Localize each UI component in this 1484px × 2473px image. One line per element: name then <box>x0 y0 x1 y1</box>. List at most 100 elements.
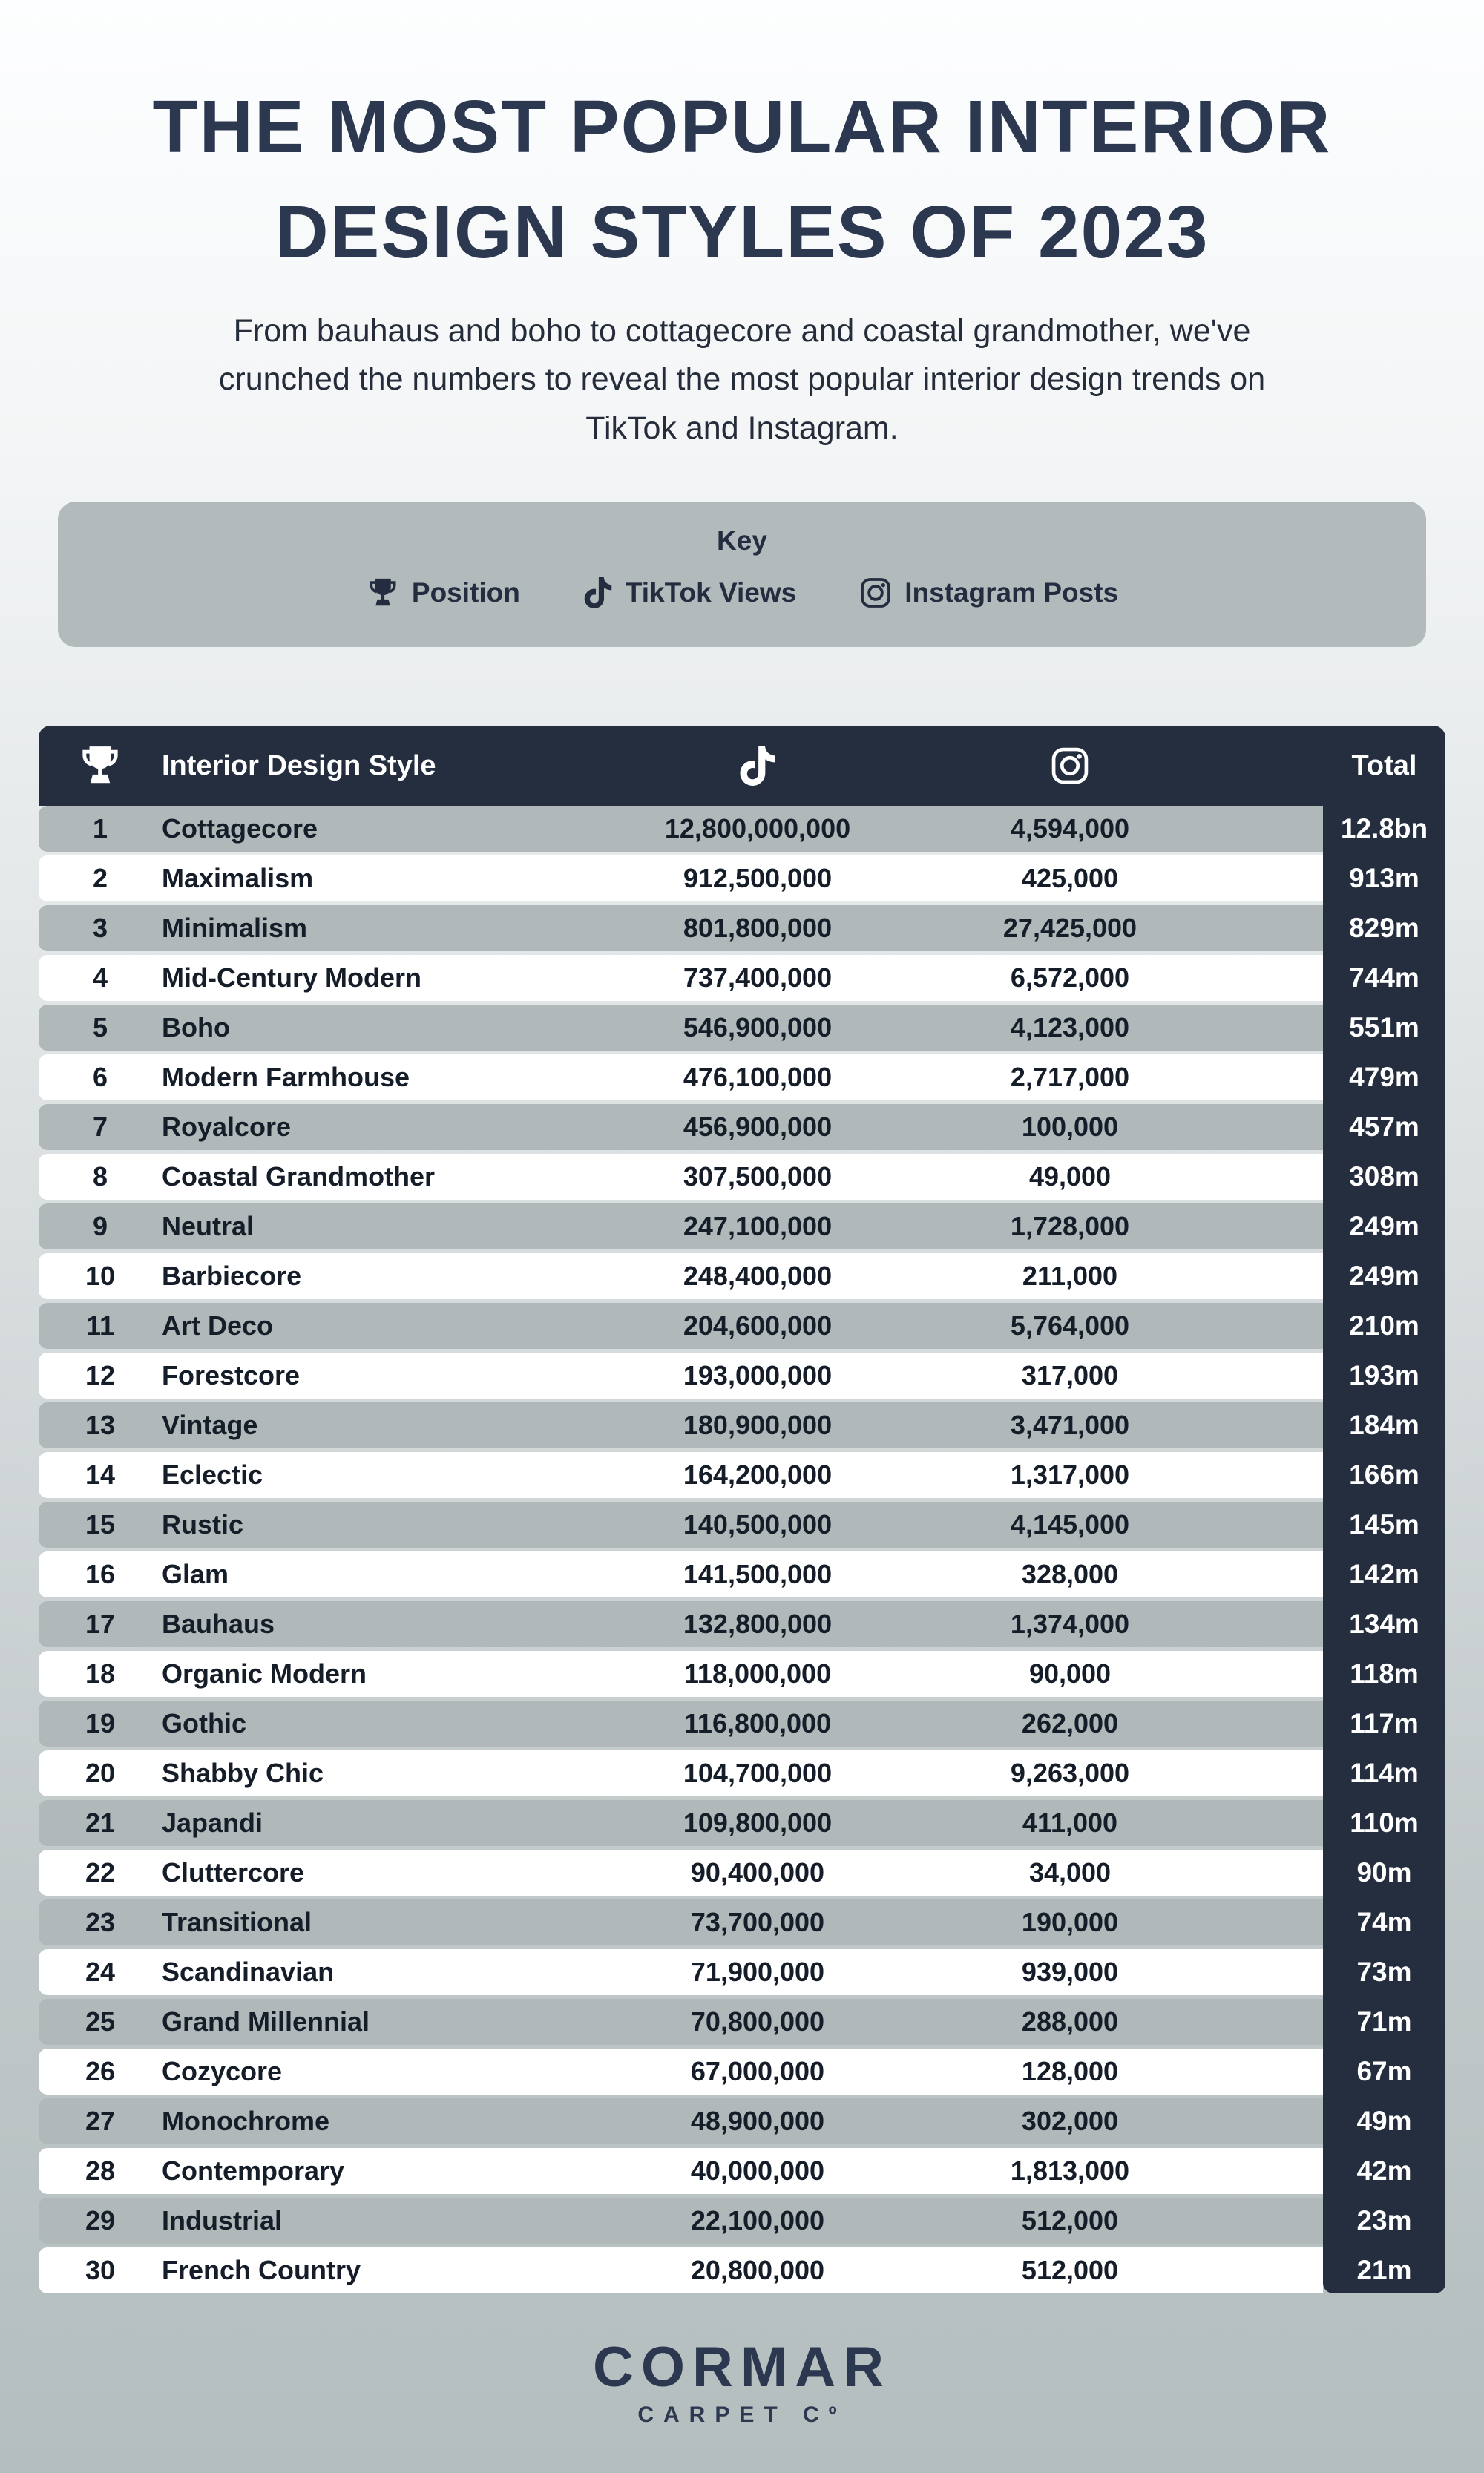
instagram-icon <box>921 745 1219 786</box>
table-row: 8 Coastal Grandmother 307,500,000 49,000 <box>39 1154 1323 1201</box>
row-rank: 18 <box>85 1658 116 1689</box>
row-style-name: Shabby Chic <box>162 1758 324 1789</box>
row-style-name: Cozycore <box>162 2056 283 2087</box>
column-header-style: Interior Design Style <box>162 749 436 781</box>
trophy-icon <box>366 576 400 610</box>
row-tiktok-views: 116,800,000 <box>683 1708 832 1739</box>
row-tiktok-views: 248,400,000 <box>683 1261 833 1292</box>
brand-logo-secondary: CARPET Cº <box>637 2403 847 2428</box>
row-tiktok-views: 12,800,000,000 <box>664 813 851 844</box>
row-instagram-posts: 6,572,000 <box>1010 962 1130 994</box>
row-tiktok-views: 204,600,000 <box>683 1310 833 1341</box>
row-rank: 26 <box>85 2056 116 2087</box>
title-line-1: THE MOST POPULAR INTERIOR <box>152 85 1332 168</box>
row-rank: 22 <box>85 1857 116 1888</box>
row-total: 551m <box>1349 1012 1419 1043</box>
row-rank: 13 <box>85 1410 116 1441</box>
row-total: 142m <box>1349 1559 1419 1590</box>
row-style-name: Organic Modern <box>162 1658 367 1689</box>
subtitle-line-2: crunched the numbers to reveal the most … <box>218 361 1266 398</box>
table-row: 13 Vintage 180,900,000 3,471,000 <box>39 1402 1323 1449</box>
table-row: 27 Monochrome 48,900,000 302,000 <box>39 2098 1323 2145</box>
row-rank: 2 <box>92 863 108 894</box>
row-rank: 23 <box>85 1907 116 1938</box>
row-style-name: Japandi <box>162 1807 263 1839</box>
row-style-name: Transitional <box>162 1907 312 1938</box>
row-style-name: Modern Farmhouse <box>162 1062 410 1093</box>
row-total: 21m <box>1356 2255 1412 2286</box>
key-heading: Key <box>717 525 767 556</box>
row-style-name: Scandinavian <box>162 1957 335 1988</box>
table-row: 12 Forestcore 193,000,000 317,000 <box>39 1353 1323 1399</box>
row-instagram-posts: 9,263,000 <box>1010 1758 1130 1789</box>
row-rank: 25 <box>85 2006 116 2037</box>
row-style-name: Industrial <box>162 2205 283 2236</box>
table-row: 18 Organic Modern 118,000,000 90,000 <box>39 1651 1323 1698</box>
table-row: 3 Minimalism 801,800,000 27,425,000 <box>39 905 1323 952</box>
key-item-label: Position <box>411 577 520 608</box>
row-rank: 6 <box>92 1062 108 1093</box>
key-item-position: Position <box>366 576 520 610</box>
row-tiktok-views: 40,000,000 <box>690 2155 825 2187</box>
row-instagram-posts: 3,471,000 <box>1010 1410 1130 1441</box>
row-instagram-posts: 128,000 <box>1021 2056 1119 2087</box>
row-tiktok-views: 737,400,000 <box>683 962 833 994</box>
row-total: 67m <box>1356 2056 1412 2087</box>
row-instagram-posts: 1,374,000 <box>1010 1609 1130 1640</box>
row-tiktok-views: 90,400,000 <box>690 1857 825 1888</box>
row-instagram-posts: 27,425,000 <box>1002 913 1137 944</box>
row-tiktok-views: 118,000,000 <box>683 1658 832 1689</box>
row-rank: 4 <box>92 962 108 994</box>
row-total: 145m <box>1349 1509 1419 1540</box>
row-instagram-posts: 328,000 <box>1021 1559 1119 1590</box>
row-instagram-posts: 5,764,000 <box>1010 1310 1130 1341</box>
column-header-total: Total <box>1351 749 1417 781</box>
brand-logo-primary: CORMAR <box>593 2336 891 2400</box>
row-instagram-posts: 49,000 <box>1028 1161 1112 1192</box>
row-style-name: Maximalism <box>162 863 314 894</box>
table-row: 29 Industrial 22,100,000 512,000 <box>39 2198 1323 2244</box>
table-row: 2 Maximalism 912,500,000 425,000 <box>39 855 1323 902</box>
row-total: 166m <box>1349 1459 1419 1491</box>
row-rank: 11 <box>85 1310 115 1341</box>
row-instagram-posts: 939,000 <box>1021 1957 1119 1988</box>
row-total: 184m <box>1349 1410 1419 1441</box>
row-tiktok-views: 456,900,000 <box>683 1111 833 1143</box>
row-total: 110m <box>1350 1807 1419 1839</box>
row-total: 744m <box>1349 962 1419 994</box>
row-total: 73m <box>1356 1957 1412 1988</box>
row-style-name: French Country <box>162 2255 361 2286</box>
row-style-name: Barbiecore <box>162 1261 302 1292</box>
row-tiktok-views: 67,000,000 <box>690 2056 825 2087</box>
row-style-name: Boho <box>162 1012 230 1043</box>
row-rank: 1 <box>92 813 108 844</box>
table-row: 10 Barbiecore 248,400,000 211,000 <box>39 1253 1323 1300</box>
row-instagram-posts: 2,717,000 <box>1010 1062 1130 1093</box>
row-style-name: Contemporary <box>162 2155 345 2187</box>
row-total: 913m <box>1349 863 1419 894</box>
row-tiktok-views: 132,800,000 <box>683 1609 833 1640</box>
row-total: 49m <box>1356 2106 1412 2137</box>
row-style-name: Minimalism <box>162 913 308 944</box>
key-item-label: Instagram Posts <box>904 577 1119 608</box>
table-row: 23 Transitional 73,700,000 190,000 <box>39 1899 1323 1946</box>
row-total: 71m <box>1356 2006 1412 2037</box>
table-row: 21 Japandi 109,800,000 411,000 <box>39 1800 1323 1847</box>
row-instagram-posts: 302,000 <box>1021 2106 1119 2137</box>
key-item-instagram-posts: Instagram Posts <box>858 576 1118 610</box>
table-row: 22 Cluttercore 90,400,000 34,000 <box>39 1850 1323 1896</box>
row-tiktok-views: 104,700,000 <box>683 1758 833 1789</box>
table-row: 30 French Country 20,800,000 512,000 <box>39 2247 1323 2294</box>
row-total: 74m <box>1356 1907 1412 1938</box>
table-row: 16 Glam 141,500,000 328,000 <box>39 1551 1323 1598</box>
row-rank: 5 <box>92 1012 108 1043</box>
page-subtitle: From bauhaus and boho to cottagecore and… <box>59 307 1425 453</box>
row-rank: 7 <box>92 1111 108 1143</box>
row-rank: 20 <box>85 1758 116 1789</box>
table-row: 20 Shabby Chic 104,700,000 9,263,000 <box>39 1750 1323 1797</box>
subtitle-line-3: TikTok and Instagram. <box>585 410 899 446</box>
row-instagram-posts: 4,594,000 <box>1010 813 1130 844</box>
row-style-name: Coastal Grandmother <box>162 1161 436 1192</box>
row-total: 210m <box>1349 1310 1419 1341</box>
row-total: 308m <box>1349 1161 1419 1192</box>
